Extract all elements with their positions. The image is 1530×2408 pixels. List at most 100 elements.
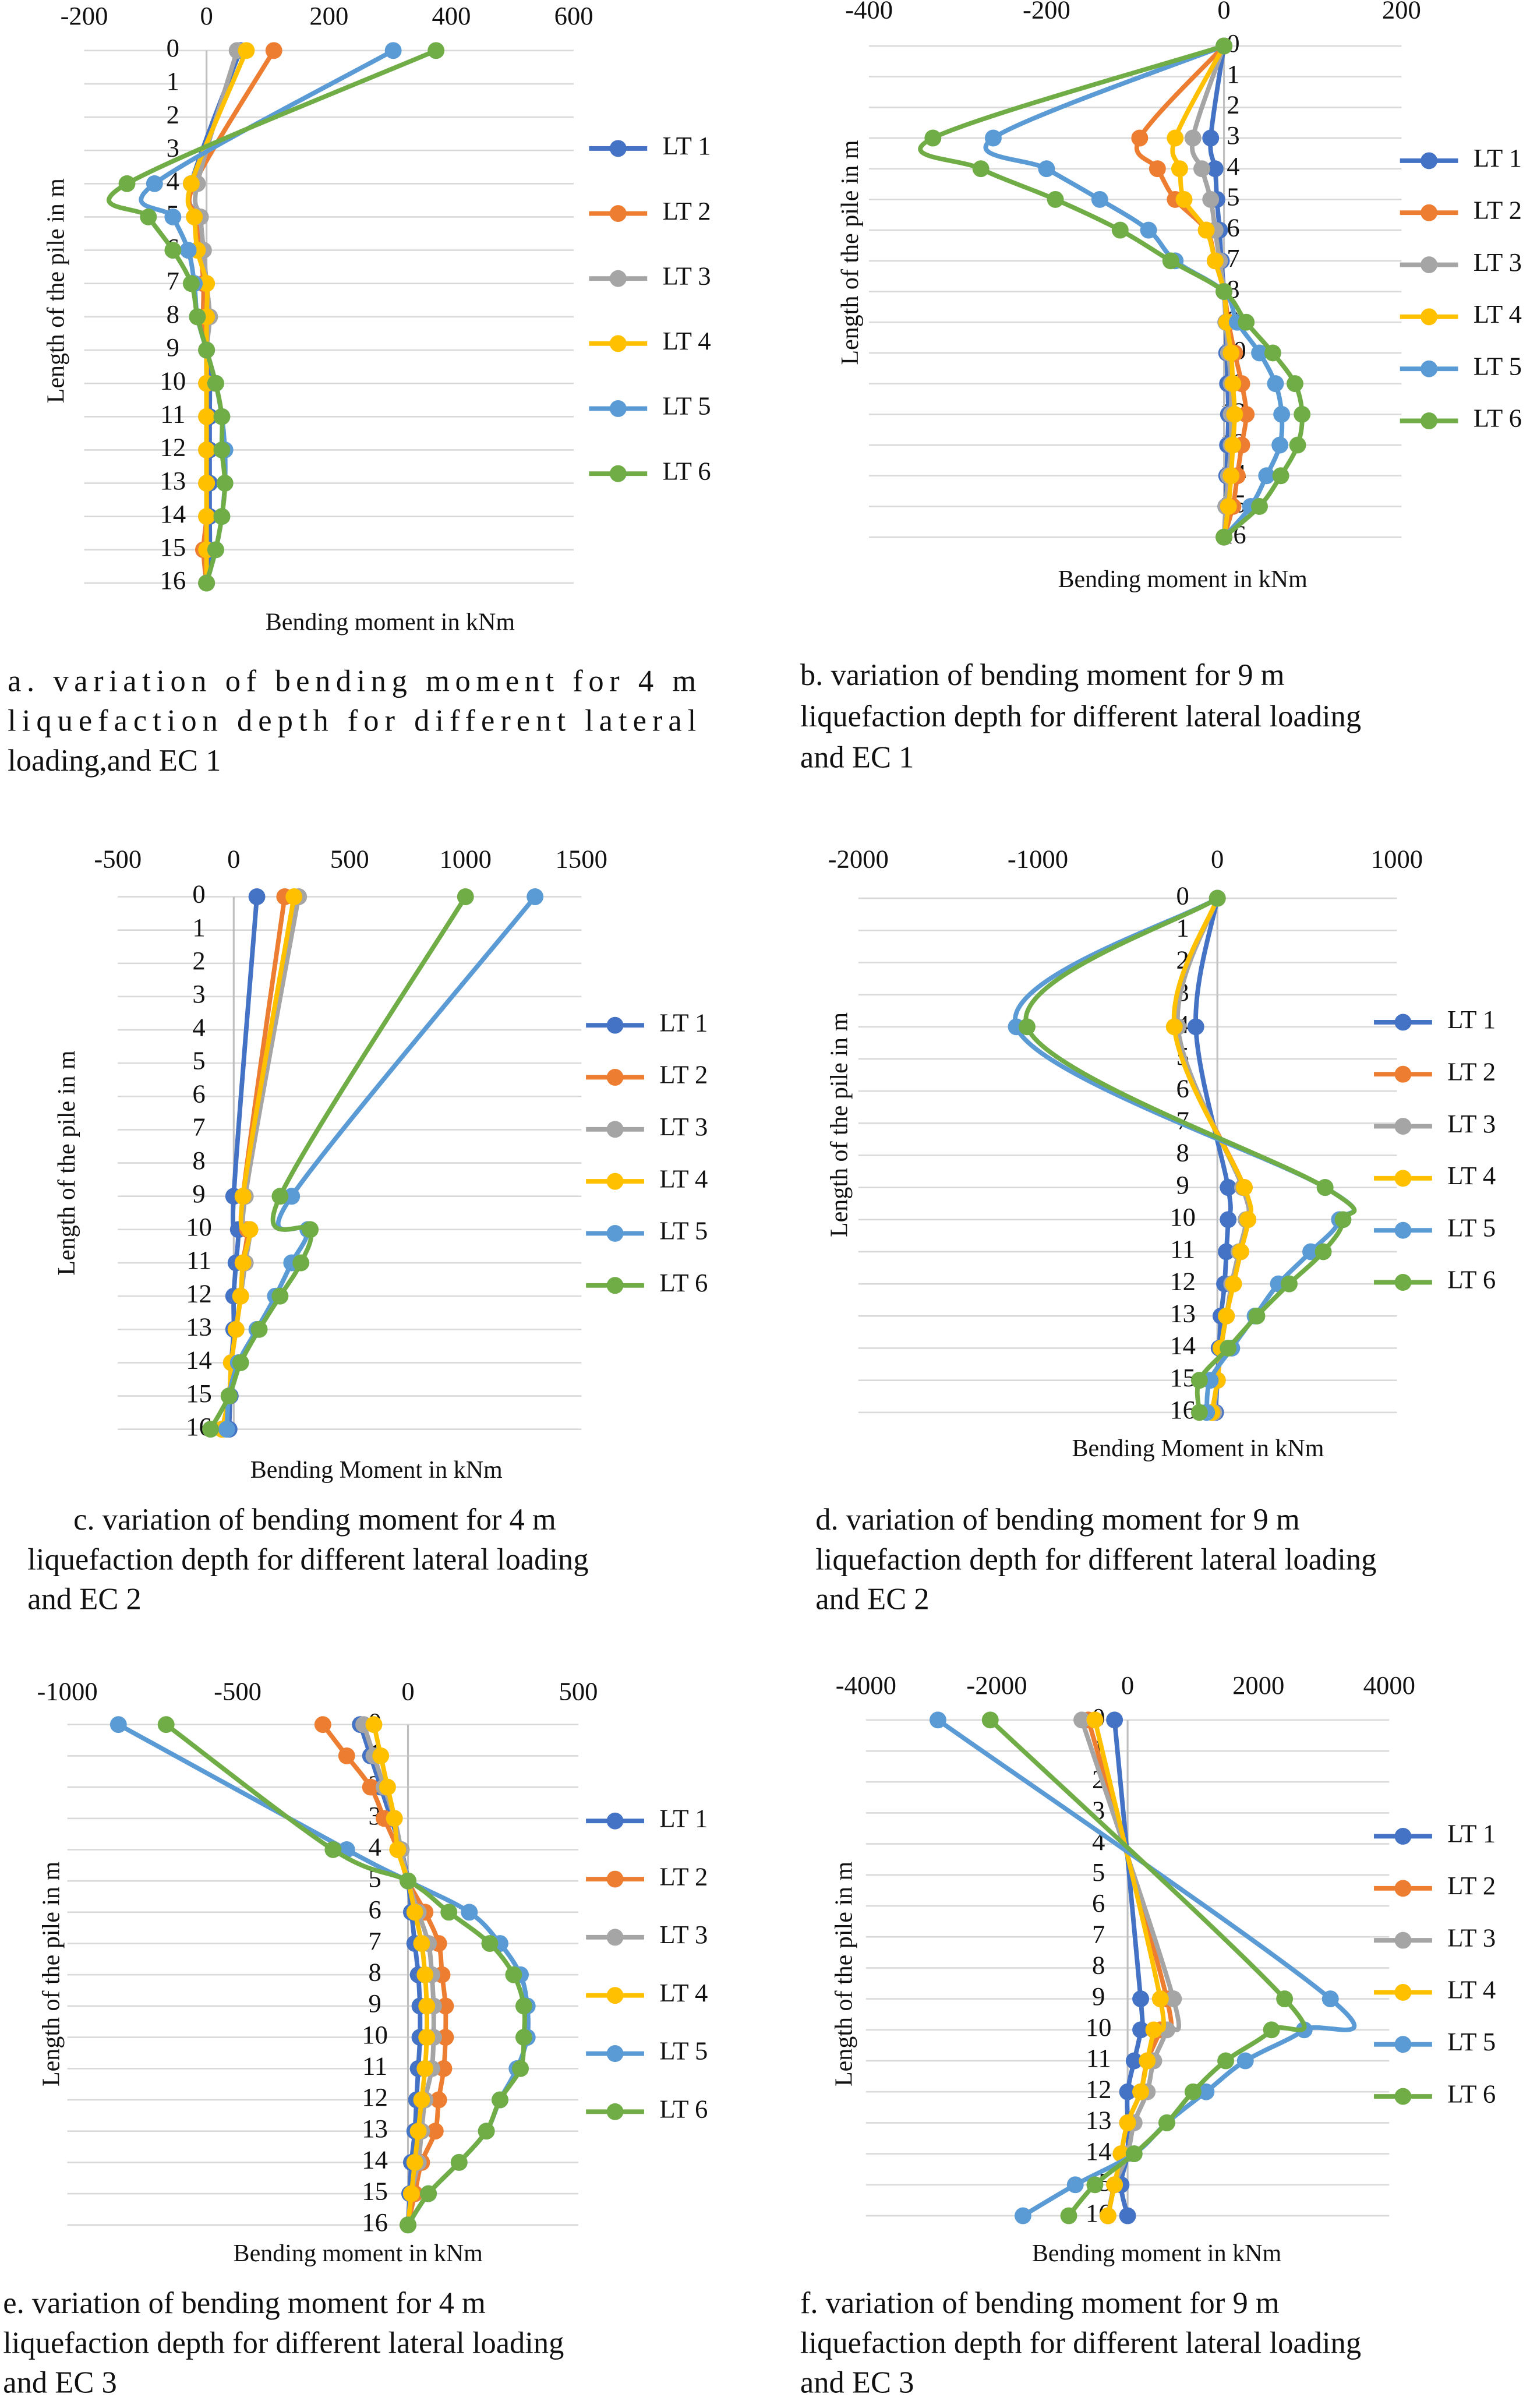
x-tick-label: 1000 bbox=[440, 844, 492, 873]
legend-marker bbox=[606, 1224, 624, 1242]
data-point bbox=[527, 888, 544, 905]
caption-line: f. variation of bending moment for 9 m bbox=[800, 2286, 1280, 2320]
data-point bbox=[1224, 375, 1242, 393]
data-point bbox=[416, 2060, 434, 2077]
y-tick-label: 10 bbox=[362, 2020, 388, 2049]
data-point bbox=[216, 475, 234, 492]
y-tick-label: 6 bbox=[1176, 1074, 1189, 1103]
x-tick-label: 200 bbox=[309, 1, 348, 30]
legend-marker bbox=[1421, 256, 1438, 273]
x-tick-label: 0 bbox=[200, 1, 213, 30]
y-tick-label: 1 bbox=[1227, 59, 1239, 89]
data-point bbox=[437, 1997, 454, 2015]
y-tick-label: 15 bbox=[160, 532, 186, 562]
data-point bbox=[512, 2060, 529, 2077]
data-point bbox=[1220, 1340, 1237, 1357]
y-tick-label: 13 bbox=[1169, 1299, 1196, 1328]
x-tick-label: 0 bbox=[401, 1676, 414, 1706]
data-point bbox=[164, 242, 182, 259]
legend-label: LT 5 bbox=[1474, 351, 1522, 380]
data-point bbox=[283, 1188, 301, 1205]
y-tick-label: 8 bbox=[1092, 1951, 1105, 1980]
data-point bbox=[1073, 1711, 1090, 1729]
y-tick-label: 7 bbox=[192, 1113, 205, 1142]
data-point bbox=[198, 341, 215, 359]
x-tick-label: -1000 bbox=[37, 1676, 98, 1706]
data-point bbox=[1236, 2052, 1254, 2070]
y-tick-label: 7 bbox=[167, 266, 179, 295]
data-point bbox=[271, 1287, 289, 1305]
data-point bbox=[481, 1935, 499, 1952]
x-tick-label: 0 bbox=[1121, 1671, 1134, 1700]
y-tick-label: 7 bbox=[1227, 243, 1239, 273]
data-point bbox=[1165, 1018, 1183, 1036]
y-tick-label: 10 bbox=[1086, 2012, 1112, 2042]
y-tick-label: 15 bbox=[186, 1379, 212, 1408]
data-point bbox=[1218, 1243, 1235, 1261]
legend-label: LT 2 bbox=[1447, 1057, 1496, 1086]
y-axis-title: Length of the pile in m bbox=[38, 1861, 65, 2086]
legend-label: LT 5 bbox=[659, 1216, 708, 1245]
x-tick-label: 2000 bbox=[1232, 1671, 1284, 1700]
y-tick-label: 12 bbox=[1169, 1266, 1196, 1295]
y-tick-label: 11 bbox=[160, 400, 185, 429]
y-tick-label: 3 bbox=[1227, 121, 1239, 150]
legend-marker bbox=[1421, 412, 1438, 429]
data-point bbox=[285, 888, 303, 905]
legend-marker bbox=[1421, 308, 1438, 326]
data-point bbox=[198, 475, 215, 492]
data-point bbox=[1119, 2207, 1136, 2225]
x-tick-label: -2000 bbox=[828, 844, 889, 873]
data-point bbox=[1222, 344, 1240, 362]
y-tick-label: 2 bbox=[192, 946, 205, 975]
legend-label: LT 4 bbox=[662, 326, 711, 355]
data-point bbox=[1184, 2083, 1202, 2100]
data-point bbox=[515, 1997, 532, 2015]
caption-line: and EC 2 bbox=[27, 1583, 142, 1616]
data-point bbox=[1158, 2114, 1175, 2131]
y-tick-label: 8 bbox=[1176, 1138, 1189, 1167]
legend-label: LT 3 bbox=[1447, 1109, 1496, 1138]
data-point bbox=[1222, 467, 1240, 485]
data-point bbox=[1258, 467, 1275, 485]
y-tick-label: 0 bbox=[167, 33, 179, 62]
data-point bbox=[1014, 2207, 1031, 2225]
y-axis-title: Length of the pile in m bbox=[43, 178, 69, 404]
legend-label: LT 1 bbox=[1447, 1819, 1496, 1848]
y-tick-label: 1 bbox=[167, 66, 179, 96]
legend-label: LT 1 bbox=[659, 1008, 708, 1037]
data-point bbox=[418, 1997, 436, 2015]
data-point bbox=[1197, 221, 1215, 239]
data-point bbox=[1251, 498, 1268, 515]
y-tick-label: 12 bbox=[160, 433, 186, 462]
data-point bbox=[1206, 160, 1224, 178]
x-axis-title: Bending moment in kNm bbox=[1032, 2240, 1282, 2267]
legend-label: LT 6 bbox=[659, 1268, 708, 1297]
legend-label: LT 2 bbox=[662, 196, 711, 225]
legend-marker bbox=[1394, 2088, 1412, 2105]
data-point bbox=[1238, 313, 1255, 331]
caption-line: and EC 1 bbox=[800, 741, 914, 775]
data-point bbox=[250, 1320, 268, 1338]
legend-label: LT 2 bbox=[659, 1862, 708, 1891]
data-point bbox=[338, 1747, 355, 1764]
y-tick-label: 7 bbox=[1092, 1919, 1105, 1948]
data-point bbox=[182, 175, 200, 192]
data-point bbox=[1091, 190, 1108, 208]
data-point bbox=[1132, 2021, 1150, 2039]
data-point bbox=[202, 1421, 219, 1438]
legend-label: LT 4 bbox=[1447, 1161, 1496, 1190]
caption-line: loading,and EC 1 bbox=[8, 744, 221, 778]
chart: 012345678910111213141516-1000-5000500LT … bbox=[3, 1676, 708, 2399]
data-point bbox=[435, 2060, 453, 2077]
y-tick-label: 5 bbox=[192, 1046, 205, 1075]
data-point bbox=[427, 42, 445, 59]
data-point bbox=[981, 1711, 999, 1729]
data-point bbox=[234, 1188, 252, 1205]
data-point bbox=[1287, 375, 1303, 393]
data-point bbox=[241, 1221, 259, 1238]
data-point bbox=[218, 1421, 235, 1438]
